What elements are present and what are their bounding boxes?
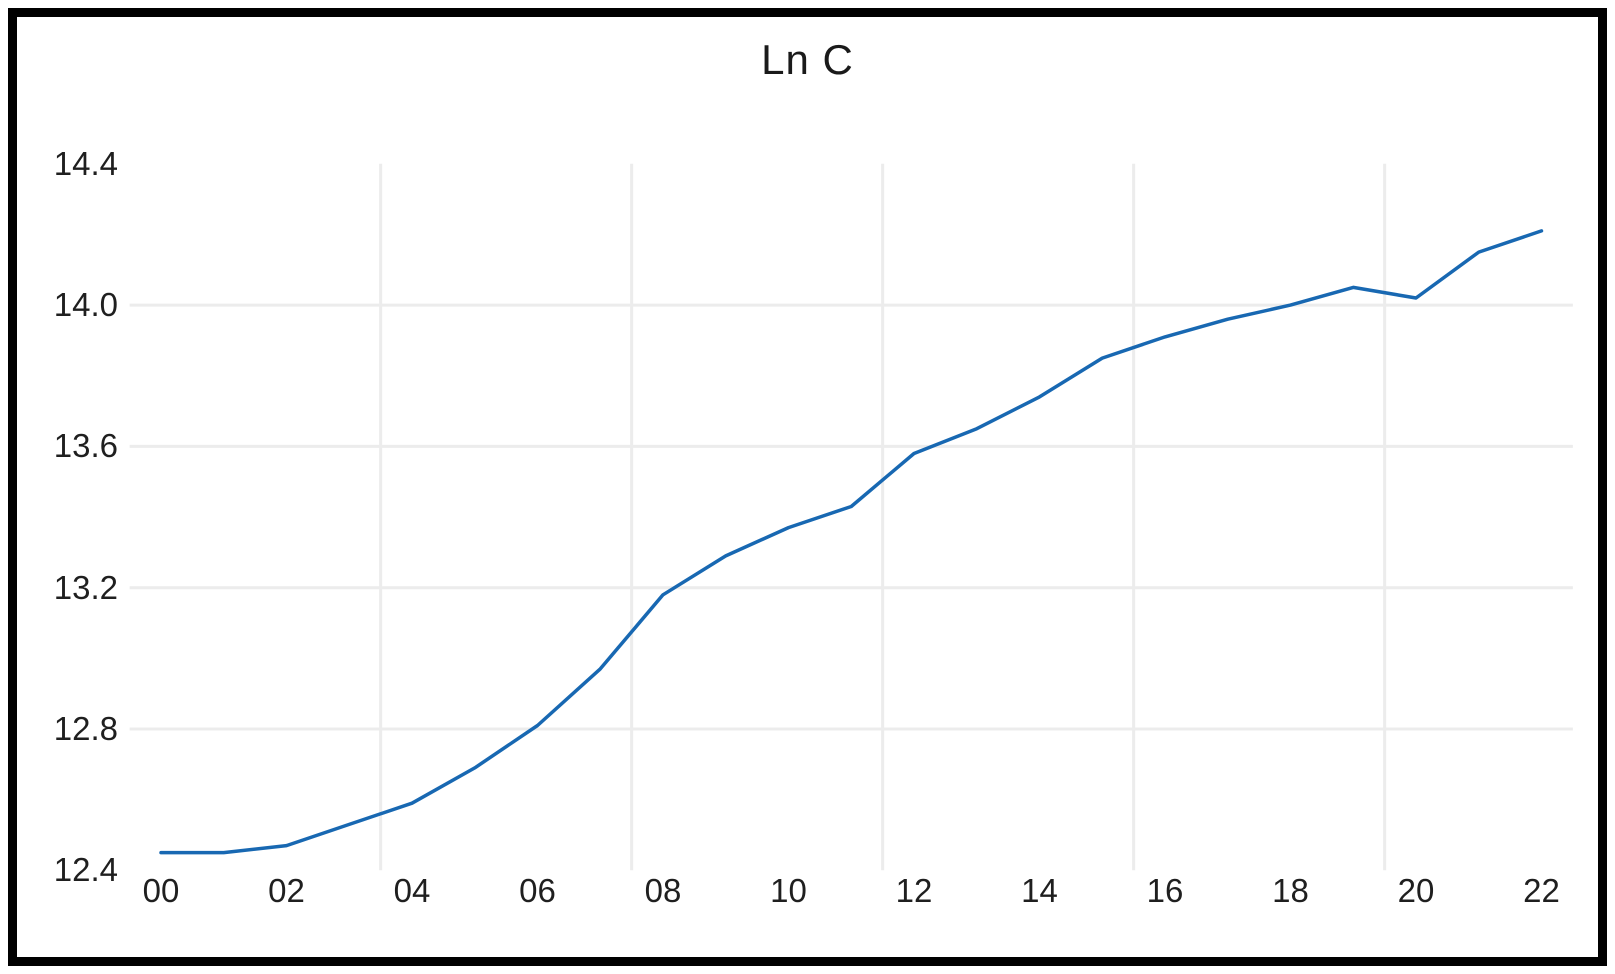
y-axis-tick-label: 12.8 (53, 710, 118, 747)
data-series-line (159, 229, 1544, 855)
x-axis-tick-label: 20 (1397, 872, 1435, 909)
x-axis-tick-label: 14 (1021, 872, 1058, 909)
y-axis-tick-label: 13.6 (53, 427, 118, 465)
x-axis-tick-label: 04 (393, 872, 431, 909)
x-axis-tick-label: 06 (519, 872, 556, 909)
y-axis-tick-label: 13.2 (53, 568, 118, 606)
x-axis-tick-label: 12 (895, 872, 933, 909)
y-axis-tick-label: 14.4 (53, 144, 118, 182)
y-axis-tick-label: 12.4 (53, 851, 118, 889)
chart-outer-border (8, 8, 1607, 966)
y-axis-tick-label: 14.0 (53, 286, 118, 324)
x-axis-tick-label: 18 (1272, 872, 1309, 909)
x-axis-tick-label: 16 (1146, 872, 1184, 909)
x-axis-tick-label: 02 (268, 872, 305, 909)
chart-title: Ln C (761, 36, 854, 83)
x-axis-tick-label: 08 (644, 872, 682, 909)
x-axis-tick-label: 00 (142, 872, 180, 909)
x-axis-tick-label: 22 (1523, 872, 1560, 909)
x-axis-tick-label: 10 (770, 872, 807, 909)
